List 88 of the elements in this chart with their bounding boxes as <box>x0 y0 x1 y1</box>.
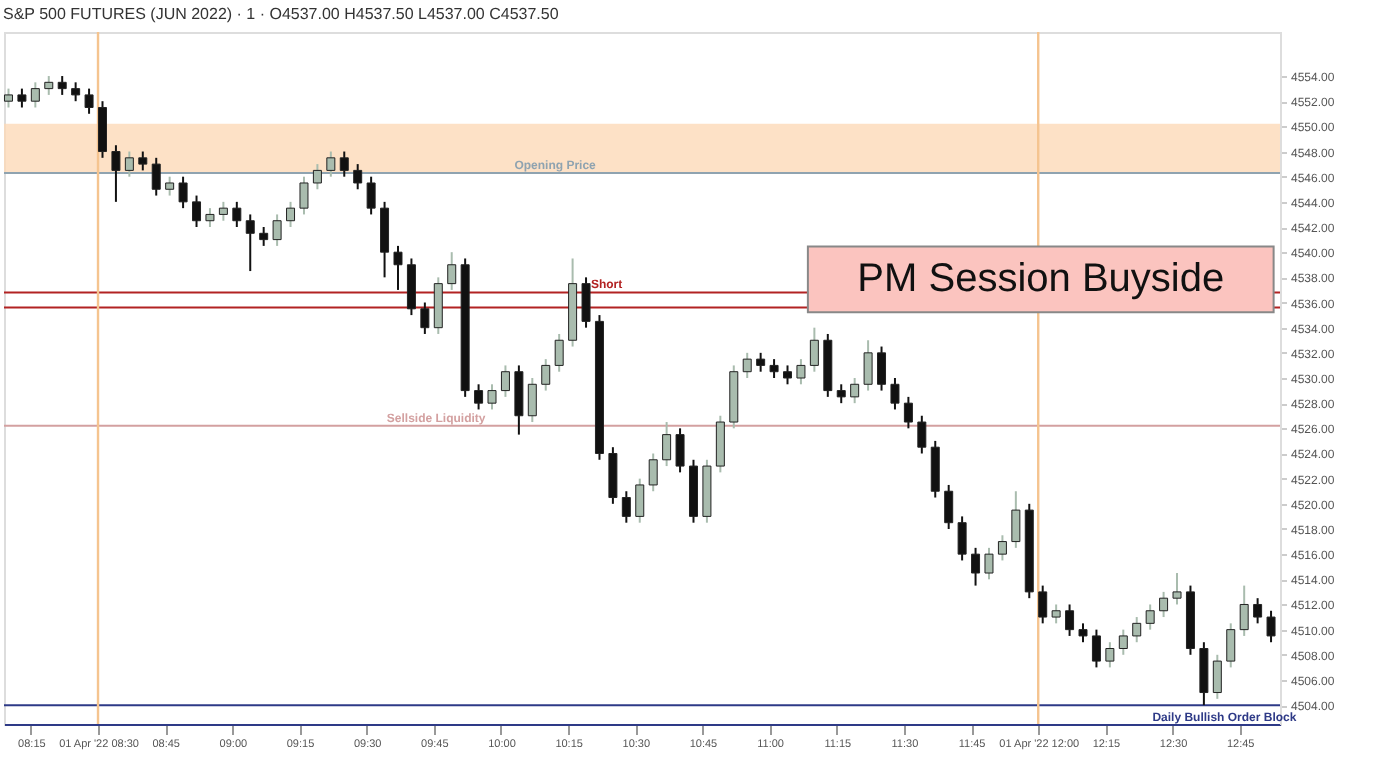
candlestick <box>608 446 618 505</box>
candlestick <box>715 414 725 474</box>
candlestick <box>1091 628 1101 669</box>
candlestick <box>662 421 672 468</box>
candlestick <box>1011 490 1021 549</box>
candlestick <box>339 150 349 178</box>
candlestick <box>151 156 161 197</box>
candlestick <box>1172 572 1182 606</box>
candlestick <box>984 546 994 581</box>
candlestick <box>541 358 551 392</box>
candlestick <box>621 490 631 524</box>
candlestick <box>165 175 175 197</box>
candlestick <box>635 477 645 524</box>
candlestick <box>514 364 524 436</box>
candlestick <box>30 81 40 109</box>
candlestick <box>366 175 376 216</box>
candlestick <box>98 100 107 159</box>
candlestick <box>326 150 336 178</box>
candlestick <box>742 351 752 379</box>
candlestick <box>433 276 443 335</box>
candlestick <box>1145 603 1155 631</box>
candlestick <box>971 546 981 587</box>
candlestick <box>581 276 591 329</box>
candlestick <box>1078 622 1088 644</box>
candlestick <box>783 364 793 386</box>
candlestick <box>877 345 887 392</box>
candlestick <box>57 75 67 96</box>
candlestick <box>500 364 510 398</box>
candlestick <box>259 226 269 247</box>
candlestick <box>796 358 806 386</box>
candlestick <box>809 326 819 373</box>
candlestick <box>299 175 309 216</box>
chart-title: S&P 500 FUTURES (JUN 2022) · 1 · O4537.00 H4537.50 L4537.00 C4537.50 <box>3 4 560 23</box>
candlestick <box>286 200 296 229</box>
candlestick <box>1239 584 1249 637</box>
candlestick <box>1132 616 1142 644</box>
candlestick <box>353 163 363 191</box>
candlestick <box>769 358 779 379</box>
candlestick <box>205 207 215 229</box>
candlestick <box>3 87 13 109</box>
candlestick <box>675 427 685 474</box>
candlestick <box>756 351 766 373</box>
candlestick <box>218 200 228 222</box>
candlestick <box>648 452 658 493</box>
candlestick <box>527 377 537 424</box>
candlestick <box>890 377 900 411</box>
candlestick <box>554 332 564 373</box>
candlestick <box>420 301 430 335</box>
candlestick <box>124 150 134 178</box>
candlestick <box>312 163 322 191</box>
candlestick <box>17 87 27 109</box>
candlestick <box>380 200 390 279</box>
candlestick <box>1065 603 1075 637</box>
candlestick <box>71 81 81 103</box>
candlestick <box>272 213 282 247</box>
candlestick <box>1212 653 1222 700</box>
candlestick <box>447 251 457 291</box>
candlestick <box>1199 641 1209 707</box>
candlestick <box>84 87 94 115</box>
candlestick <box>944 483 954 530</box>
candlestick <box>1226 622 1236 669</box>
candlestick <box>474 383 484 411</box>
candlestick <box>1105 641 1115 669</box>
candlestick <box>178 175 188 210</box>
candlestick <box>487 383 497 411</box>
candlestick <box>863 339 873 392</box>
candlestick <box>903 395 913 430</box>
candlestick <box>1038 584 1048 625</box>
candlestick <box>192 194 202 229</box>
candlestick <box>406 257 416 317</box>
candlestick <box>1253 597 1263 625</box>
candlestick <box>393 244 403 291</box>
candlestick <box>850 377 860 405</box>
candlestick <box>245 213 255 273</box>
candlestick <box>917 414 927 455</box>
candlestick <box>44 75 54 96</box>
candlestick <box>111 144 121 203</box>
candlestick <box>1118 628 1128 656</box>
candlestick <box>1051 603 1061 625</box>
candlestick <box>957 515 967 562</box>
candlestick <box>930 439 940 499</box>
candlestick <box>1266 609 1276 644</box>
candlestick <box>232 200 242 229</box>
candlestick <box>836 383 846 405</box>
candlestick <box>1159 590 1169 619</box>
candlestick <box>138 150 148 172</box>
candlestick <box>997 534 1007 562</box>
annotation: PM Session Buyside <box>857 257 1225 302</box>
